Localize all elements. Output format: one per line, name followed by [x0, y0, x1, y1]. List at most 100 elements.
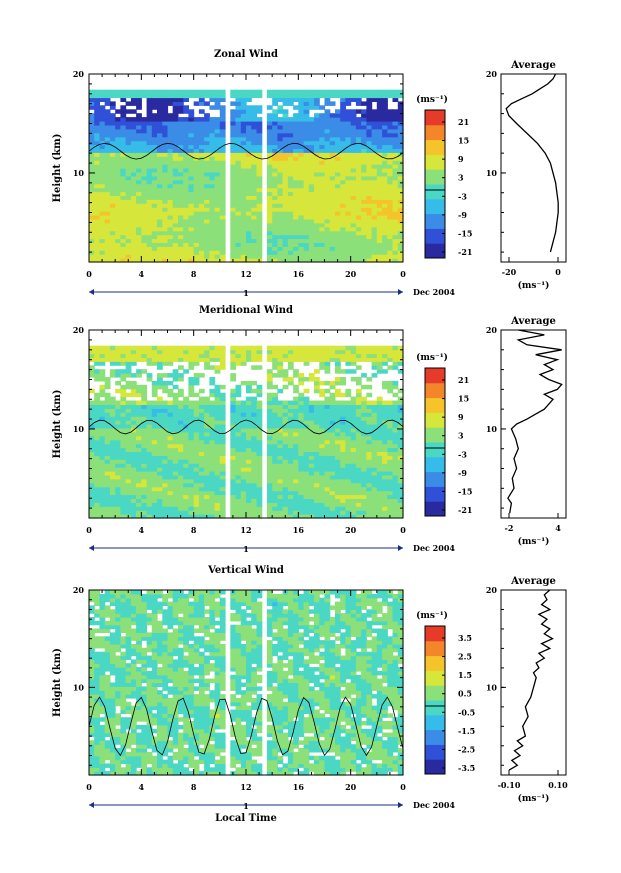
heatmap-cell: [183, 234, 189, 240]
heatmap-cell: [387, 124, 394, 130]
heatmap-cell: [125, 412, 132, 417]
heatmap-cell: [246, 254, 252, 259]
heatmap-cell: [376, 494, 383, 499]
heatmap-cell: [266, 164, 273, 169]
heatmap-cell: [136, 183, 142, 189]
heatmap-cell: [230, 494, 237, 499]
heatmap-cell: [193, 226, 200, 232]
heatmap-cell: [251, 486, 257, 492]
heatmap-cell: [109, 187, 116, 193]
heatmap-cell: [109, 230, 116, 236]
heatmap-cell: [141, 447, 148, 452]
heatmap-cell: [251, 400, 257, 405]
heatmap-cell: [324, 400, 331, 405]
heatmap-cell: [361, 416, 367, 421]
heatmap-cell: [204, 439, 210, 445]
heatmap-cell: [319, 514, 326, 519]
heatmap-cell: [366, 377, 373, 382]
heatmap-cell: [340, 246, 346, 251]
heatmap-cell: [167, 136, 174, 142]
heatmap-cell: [282, 171, 289, 177]
heatmap-cell: [308, 435, 315, 441]
heatmap-cell: [345, 459, 352, 464]
heatmap-cell: [397, 514, 404, 519]
heatmap-cell: [382, 203, 388, 208]
heatmap-cell: [167, 117, 174, 122]
heatmap-cell: [376, 191, 383, 196]
heatmap-cell: [293, 207, 299, 212]
heatmap-cell: [266, 502, 273, 507]
heatmap-cell: [340, 392, 346, 398]
heatmap-cell: [382, 242, 388, 247]
heatmap-cell: [94, 144, 100, 149]
heatmap-cell: [361, 171, 367, 177]
heatmap-cell: [329, 121, 336, 126]
heatmap-cell: [303, 424, 310, 429]
heatmap-cell: [277, 447, 284, 452]
heatmap-cell: [361, 226, 367, 232]
heatmap-cell: [104, 254, 111, 259]
heatmap-cell: [376, 443, 383, 449]
heatmap-cell: [151, 226, 158, 232]
heatmap-cell: [198, 218, 205, 224]
heatmap-cell: [230, 427, 237, 433]
heatmap-cell: [146, 361, 153, 366]
heatmap-cell: [230, 195, 237, 200]
heatmap-cell: [376, 148, 383, 153]
heatmap-cell: [188, 384, 195, 390]
heatmap-cell: [282, 215, 289, 220]
heatmap-cell: [282, 486, 289, 492]
heatmap-cell: [366, 187, 373, 193]
heatmap-cell: [120, 345, 127, 351]
heatmap-cell: [167, 427, 174, 433]
heatmap-cell: [125, 369, 132, 374]
heatmap-cell: [371, 514, 378, 519]
heatmap-cell: [99, 369, 106, 374]
heatmap-cell: [350, 494, 357, 499]
heatmap-cell: [246, 215, 252, 220]
heatmap-cell: [272, 183, 278, 189]
heatmap-cell: [329, 242, 336, 247]
heatmap-cell: [214, 420, 221, 425]
heatmap-cell: [355, 447, 362, 452]
heatmap-cell: [193, 132, 200, 138]
heatmap-cell: [162, 345, 169, 351]
heatmap-cell: [361, 144, 367, 149]
heatmap-cell: [167, 373, 174, 378]
heatmap-cell: [340, 160, 346, 165]
heatmap-cell: [355, 400, 362, 405]
heatmap-cell: [272, 179, 278, 185]
heatmap-cell: [298, 211, 305, 216]
heatmap-cell: [99, 412, 106, 417]
heatmap-cell: [94, 203, 100, 208]
heatmap-cell: [178, 357, 184, 362]
heatmap-cell: [146, 89, 153, 95]
heatmap-cell: [335, 345, 341, 351]
heatmap-cell: [230, 388, 237, 394]
heatmap-cell: [240, 211, 247, 216]
heatmap-cell: [361, 179, 367, 185]
heatmap-cell: [125, 152, 132, 157]
heatmap-cell: [172, 140, 179, 146]
heatmap-cell: [235, 471, 242, 476]
heatmap-cell: [157, 443, 163, 449]
heatmap-cell: [94, 211, 100, 216]
heatmap-cell: [246, 482, 252, 488]
heatmap-cell: [272, 152, 278, 157]
heatmap-cell: [172, 105, 179, 110]
heatmap-cell: [235, 254, 242, 259]
heatmap-cell: [120, 136, 127, 142]
heatmap-cell: [319, 121, 326, 126]
heatmap-cell: [120, 144, 127, 149]
heatmap-cell: [371, 447, 378, 452]
heatmap-cell: [387, 412, 394, 417]
heatmap-cell: [99, 353, 106, 358]
heatmap-cell: [89, 175, 95, 181]
heatmap-cell: [99, 408, 106, 413]
heatmap-cell: [235, 392, 242, 398]
heatmap-cell: [130, 183, 137, 189]
heatmap-cell: [298, 101, 305, 106]
heatmap-cell: [303, 187, 310, 193]
heatmap-cell: [371, 179, 378, 185]
heatmap-cell: [183, 121, 189, 126]
